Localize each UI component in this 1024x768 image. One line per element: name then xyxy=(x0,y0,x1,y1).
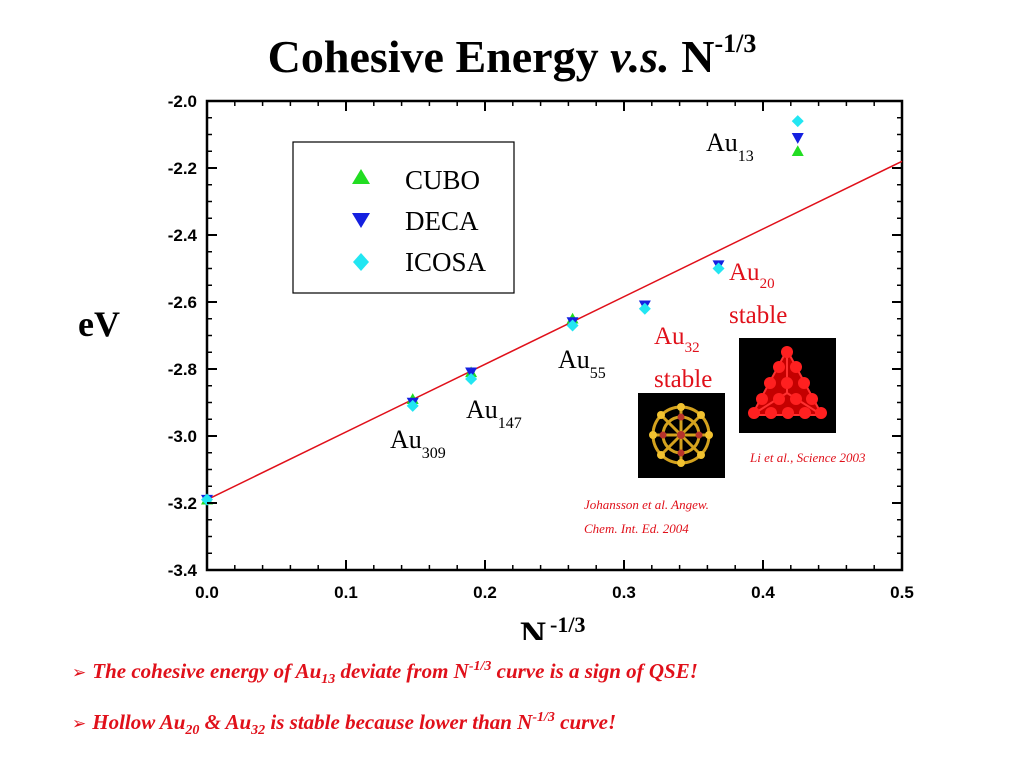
legend-deca-label: DECA xyxy=(405,206,479,236)
x-tick-label: 0.5 xyxy=(890,583,914,602)
legend-deca-marker xyxy=(352,213,370,228)
bullet-arrow-icon: ➢ xyxy=(72,663,87,683)
x-tick-label: 0.1 xyxy=(334,583,358,602)
legend: CUBO DECA ICOSA xyxy=(292,141,515,294)
y-tick-label: -2.8 xyxy=(168,360,197,379)
title-vs: v.s. xyxy=(610,31,670,82)
legend-cubo-marker xyxy=(352,169,370,184)
data-point-icosa xyxy=(638,302,651,315)
cohesive-energy-chart: -2.0 -2.2 -2.4 -2.6 -2.8 -3.0 -3.2 -3.4 0.0 0.1 0.… xyxy=(78,92,914,640)
title-exp: -1/3 xyxy=(714,28,757,58)
data-point-icosa xyxy=(712,262,725,275)
x-tick-label: 0.0 xyxy=(195,583,219,602)
fit-line xyxy=(206,160,903,501)
data-point-icosa xyxy=(566,319,579,332)
y-axis-label: eV xyxy=(78,304,120,344)
y-tick-label: -2.4 xyxy=(168,226,198,245)
y-tick-label: -3.2 xyxy=(168,494,197,513)
citation-li: Li et al., Science 2003 xyxy=(749,450,866,465)
citation-johansson-2: Chem. Int. Ed. 2004 xyxy=(584,521,689,536)
y-tick-label: -2.6 xyxy=(168,293,197,312)
y-tick-label: -2.2 xyxy=(168,159,197,178)
title-n: N xyxy=(681,31,715,82)
x-tick-label: 0.2 xyxy=(473,583,497,602)
label-au147: Au147 xyxy=(466,395,522,432)
au20-structure-image xyxy=(739,338,836,433)
label-au309: Au309 xyxy=(390,425,446,462)
y-tick-label: -2.0 xyxy=(168,92,197,111)
label-au32-stable: stable xyxy=(654,366,712,393)
label-au20-stable: stable xyxy=(729,302,787,329)
data-point-cubo xyxy=(791,145,804,157)
label-au20: Au20 xyxy=(729,259,775,292)
au32-structure-image xyxy=(638,393,725,478)
data-point-deca xyxy=(791,133,804,144)
legend-icosa-marker xyxy=(353,253,369,271)
title-main: Cohesive Energy xyxy=(267,31,599,82)
page-title: Cohesive Energy v.s. N-1/3 xyxy=(0,28,1024,83)
y-tick-label: -3.0 xyxy=(168,427,197,446)
legend-cubo-label: CUBO xyxy=(405,165,480,195)
x-tick-label: 0.3 xyxy=(612,583,636,602)
data-point-icosa xyxy=(465,373,478,386)
label-au32: Au32 xyxy=(654,323,700,356)
bullet-2: ➢ Hollow Au20 & Au32 is stable because lo… xyxy=(72,710,617,739)
label-au13: Au13 xyxy=(706,128,754,165)
legend-icosa-label: ICOSA xyxy=(405,247,487,277)
bullet-arrow-icon: ➢ xyxy=(72,714,87,735)
x-axis-label-exp: -1/3 xyxy=(550,612,585,637)
x-axis-label-base: N xyxy=(520,614,546,640)
data-point-icosa xyxy=(791,115,804,128)
data-point-icosa xyxy=(406,399,419,412)
bullet-list: ➢ The cohesive energy of Au13 deviate fro… xyxy=(72,648,1012,750)
citation-johansson-1: Johansson et al. Angew. xyxy=(584,497,709,512)
bullet-1: ➢ The cohesive energy of Au13 deviate fro… xyxy=(72,659,698,688)
x-tick-label: 0.4 xyxy=(751,583,775,602)
data-point-deca xyxy=(465,367,478,379)
label-au55: Au55 xyxy=(558,345,606,382)
y-tick-label: -3.4 xyxy=(168,561,198,580)
x-axis-label: N -1/3 xyxy=(520,612,585,640)
